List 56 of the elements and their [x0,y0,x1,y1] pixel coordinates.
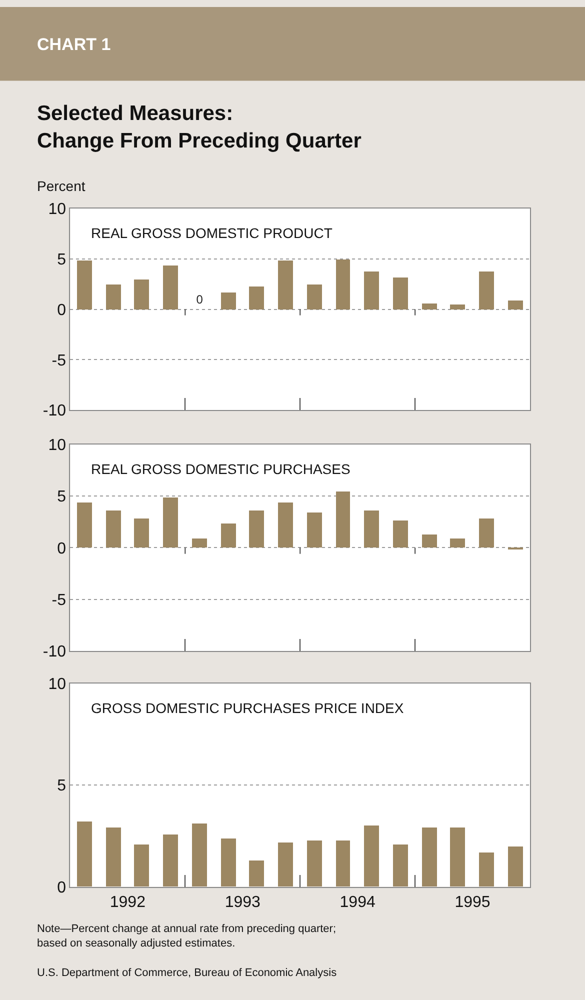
x-tick-label: 1993 [224,894,261,911]
x-tick-label: 1992 [110,894,146,911]
y-tick-label: -5 [52,592,66,609]
text: REAL GROSS DOMESTIC PRODUCT [91,225,333,241]
bar [249,510,264,548]
bar [393,278,408,310]
text: GROSS DOMESTIC PURCHASES PRICE INDEX [91,700,404,716]
bar [77,502,92,548]
bar [278,502,294,548]
bar [134,518,150,548]
bar [364,272,380,310]
x-tick-label: 1995 [454,894,490,911]
y-tick-label: 5 [57,778,66,795]
bar [163,497,178,548]
y-tick-label: 5 [57,488,66,506]
bar [422,304,438,310]
bar [106,284,122,310]
bar [249,286,264,310]
bar [278,260,294,310]
bar [307,512,322,548]
bar [77,260,92,310]
y-tick-label: 10 [48,437,66,454]
bar [479,272,494,310]
bar [508,300,524,310]
y-tick-label: 0 [57,302,66,319]
bar [336,260,350,310]
bar [336,491,350,548]
bar [221,523,236,548]
x-tick-label: 1994 [340,894,376,911]
text: U.S. Department of Commerce, Bureau of Economic Analysis [37,967,338,979]
y-tick-label: 5 [57,251,66,268]
y-tick-label: 10 [48,676,66,693]
bar [393,520,408,548]
bar [307,284,322,310]
y-tick-label: -10 [42,402,66,420]
bar [106,510,122,548]
bar [450,538,466,548]
y-axis-title: Percent [37,178,86,194]
bar [450,304,466,310]
data-label: 0 [196,292,204,306]
text: Note—Percent change at annual rate from preceding quarter; based on seasonally adjusted estimates. [37,923,336,950]
bar [163,266,178,310]
bar [192,538,208,548]
text: Selected Measures: Change From Preceding Quarter [37,102,362,152]
bar [134,280,150,310]
y-tick-label: 0 [57,879,66,896]
bar [221,292,236,310]
bar [364,510,380,548]
caption: CHART 1 [37,35,111,54]
y-tick-label: -10 [42,643,66,660]
y-tick-label: 0 [57,540,66,558]
y-tick-label: 10 [48,201,66,218]
text: REAL GROSS DOMESTIC PURCHASES [91,461,350,477]
y-tick-label: -5 [52,352,66,370]
bar [479,518,494,548]
bar [422,534,438,548]
